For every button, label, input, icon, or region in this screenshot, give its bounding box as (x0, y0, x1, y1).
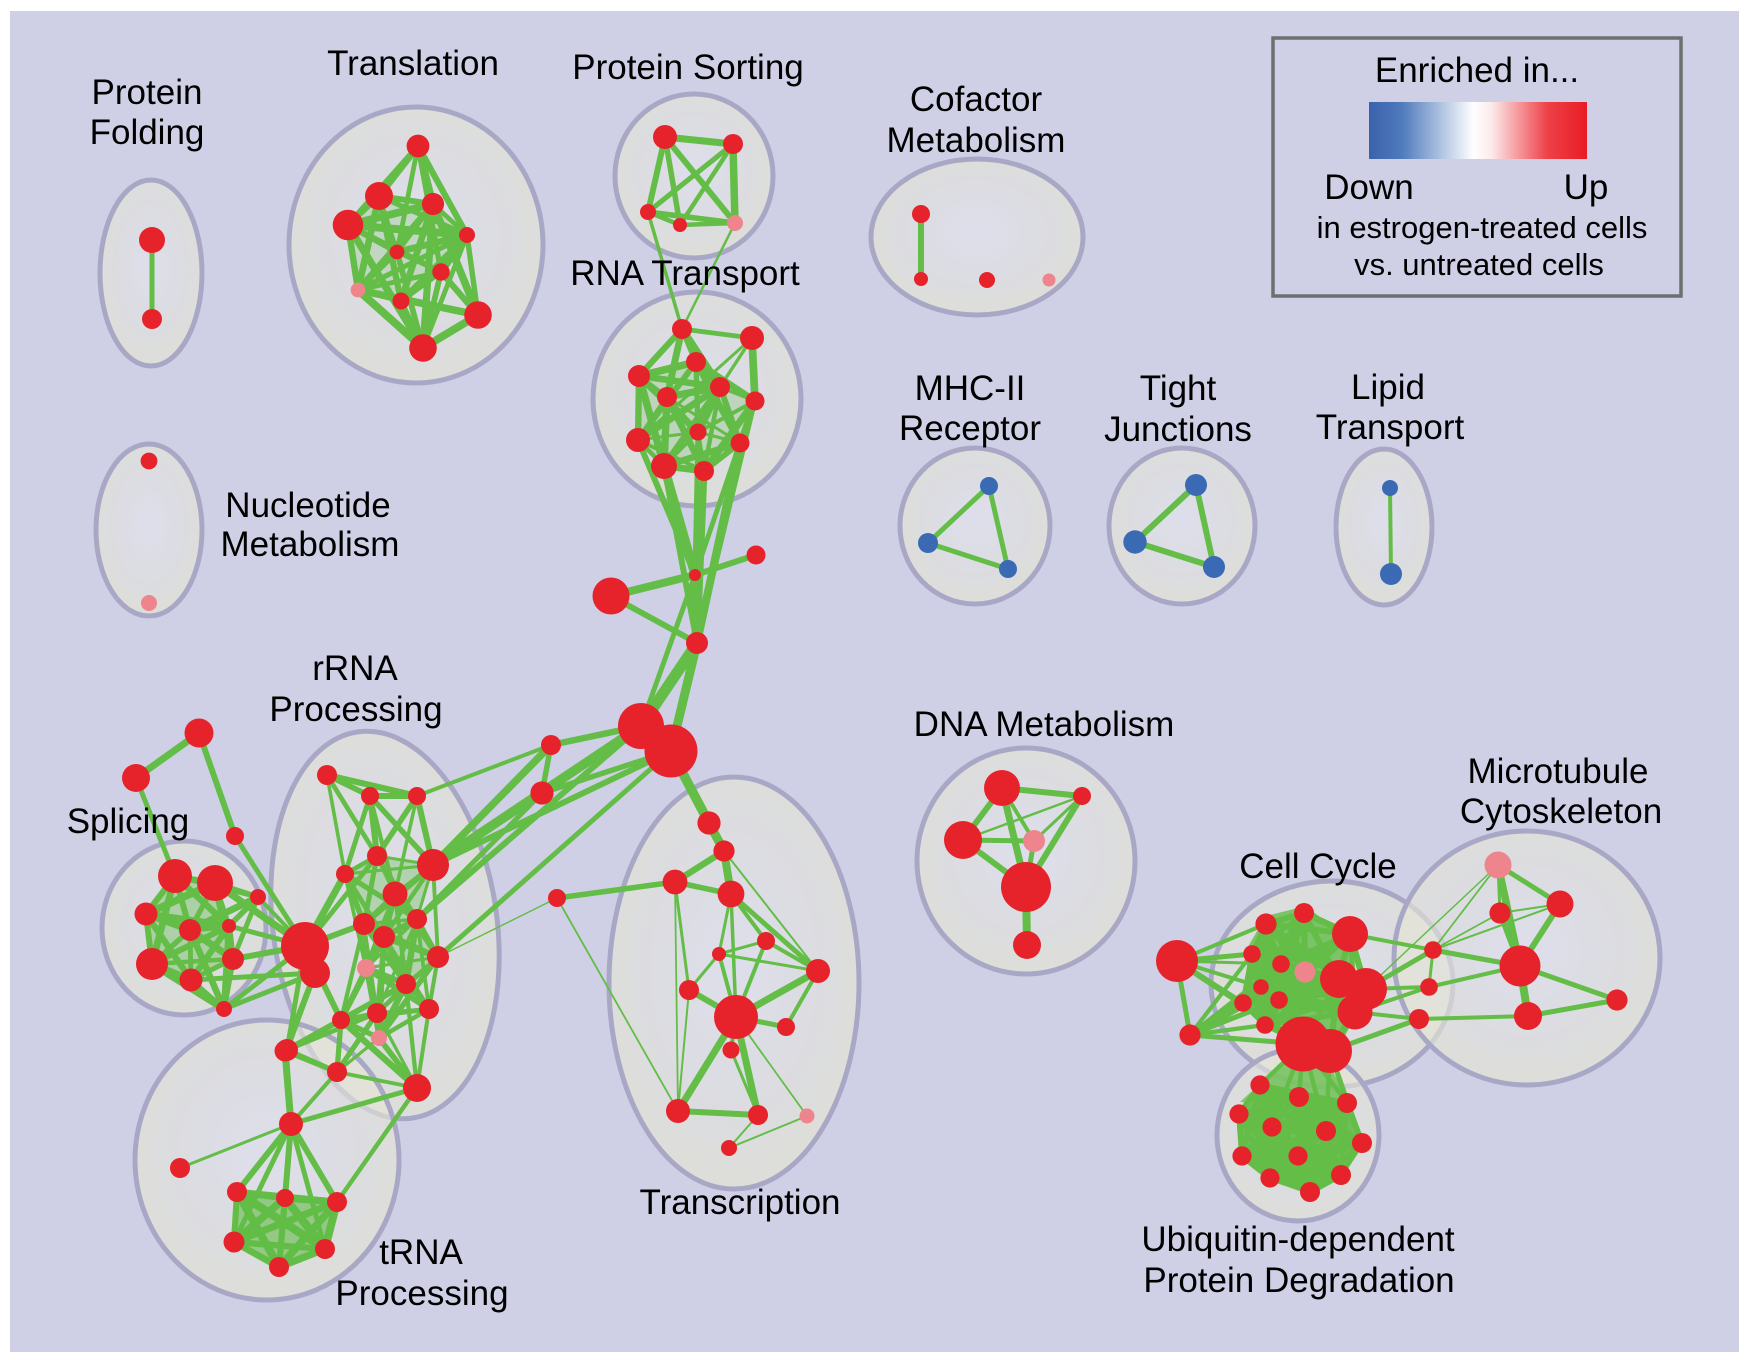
svg-text:in estrogen-treated cells: in estrogen-treated cells (1317, 210, 1648, 245)
svg-text:Tight: Tight (1140, 369, 1217, 408)
svg-text:Folding: Folding (90, 113, 205, 152)
svg-text:Lipid: Lipid (1351, 368, 1425, 407)
svg-text:Junctions: Junctions (1104, 410, 1252, 449)
svg-text:Cell Cycle: Cell Cycle (1239, 847, 1397, 886)
svg-text:Transport: Transport (1316, 408, 1465, 447)
svg-text:Up: Up (1564, 168, 1609, 207)
svg-text:Protein: Protein (92, 73, 203, 112)
svg-text:Receptor: Receptor (899, 409, 1041, 448)
svg-text:Cofactor: Cofactor (910, 80, 1043, 119)
svg-text:Ubiquitin-dependent: Ubiquitin-dependent (1141, 1220, 1455, 1259)
svg-text:Transcription: Transcription (640, 1183, 841, 1222)
svg-text:RNA Transport: RNA Transport (570, 254, 800, 293)
svg-text:Protein Sorting: Protein Sorting (572, 48, 804, 87)
svg-text:vs. untreated cells: vs. untreated cells (1354, 247, 1604, 282)
svg-text:Processing: Processing (269, 690, 442, 729)
svg-text:Microtubule: Microtubule (1468, 752, 1649, 791)
svg-text:MHC-II: MHC-II (915, 369, 1026, 408)
svg-text:Processing: Processing (335, 1274, 508, 1313)
svg-text:Protein Degradation: Protein Degradation (1143, 1261, 1454, 1300)
svg-text:Translation: Translation (327, 44, 499, 83)
svg-text:DNA Metabolism: DNA Metabolism (914, 705, 1175, 744)
svg-text:tRNA: tRNA (379, 1233, 463, 1272)
svg-text:rRNA: rRNA (312, 649, 398, 688)
svg-text:Splicing: Splicing (67, 802, 190, 841)
svg-text:Metabolism: Metabolism (221, 525, 400, 564)
svg-text:Nucleotide: Nucleotide (225, 486, 390, 525)
svg-text:Cytoskeleton: Cytoskeleton (1460, 792, 1662, 831)
svg-text:Down: Down (1324, 168, 1413, 207)
svg-text:Enriched in...: Enriched in... (1375, 51, 1579, 90)
svg-text:Metabolism: Metabolism (887, 121, 1066, 160)
